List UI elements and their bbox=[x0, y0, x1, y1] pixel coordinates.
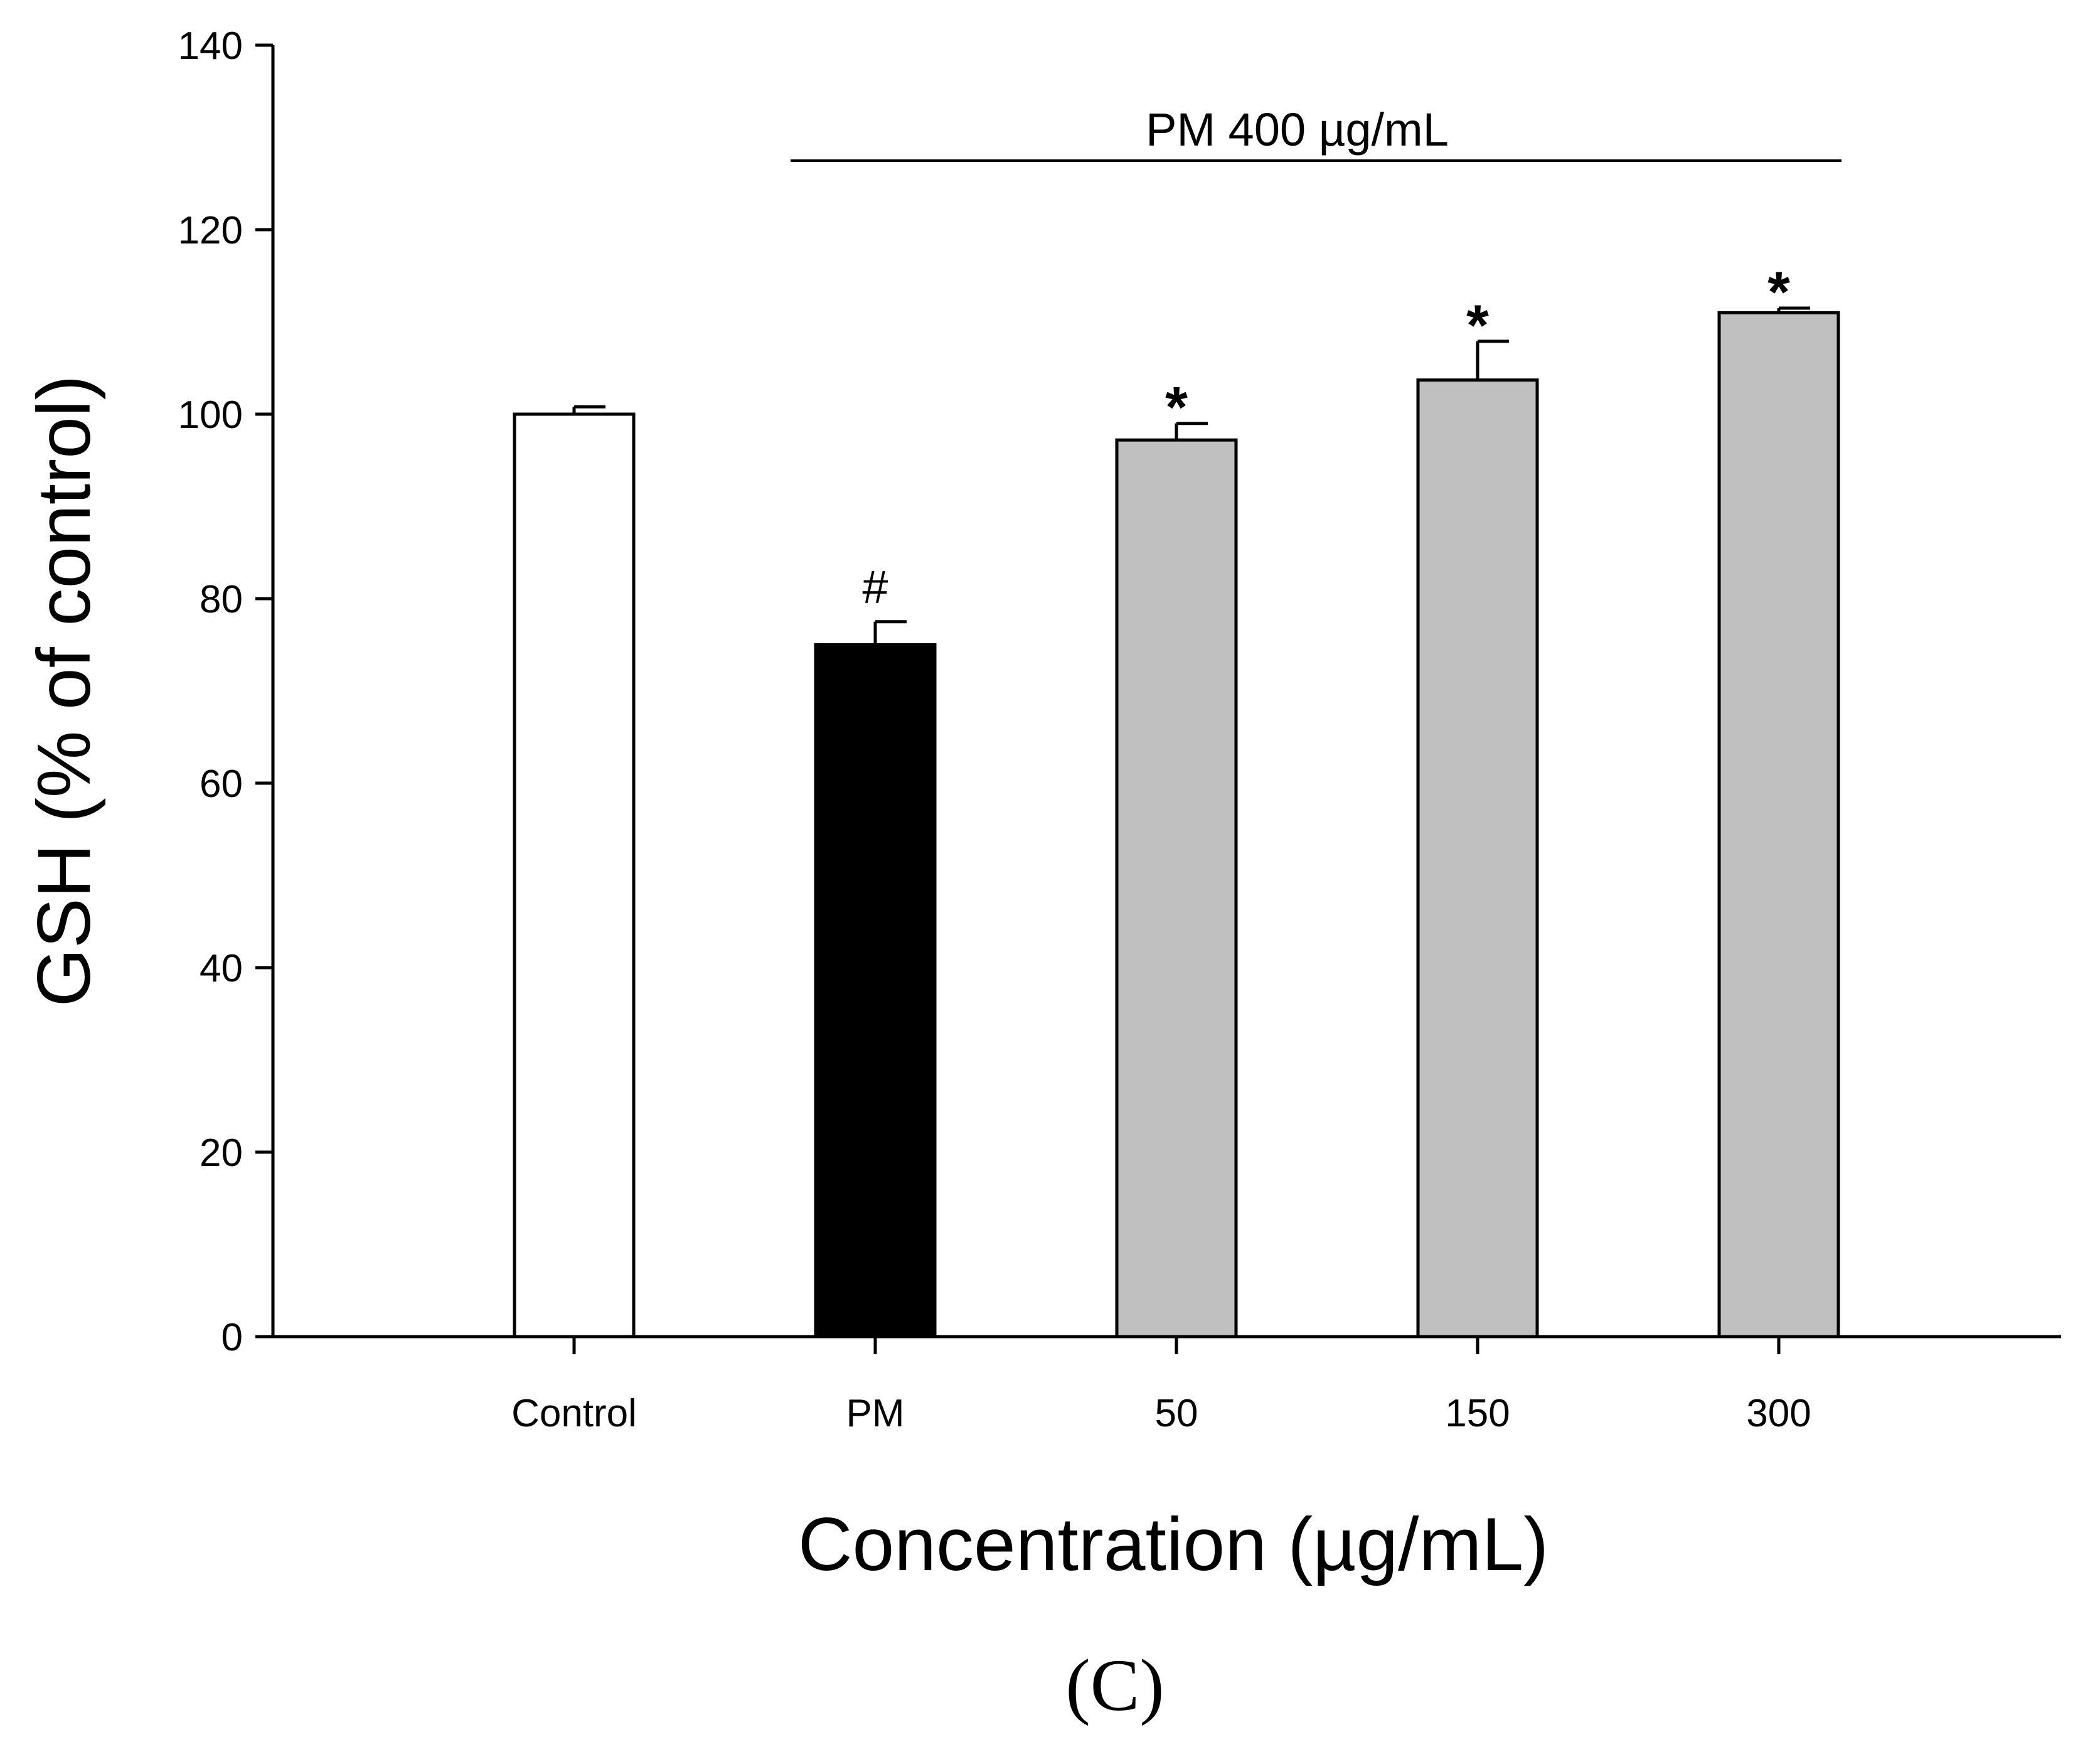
x-axis-title: Concentration (µg/mL) bbox=[798, 1502, 1548, 1586]
x-axis-ticks: Control PM 50 150 300 bbox=[511, 1337, 1811, 1435]
bar-PM bbox=[814, 643, 937, 1339]
significance-mark-50: * bbox=[1165, 376, 1188, 440]
panel-label: (C) bbox=[1065, 1644, 1164, 1726]
x-tick-label: 50 bbox=[1155, 1392, 1198, 1435]
pm-bracket-label: PM 400 µg/mL bbox=[1146, 104, 1449, 156]
y-tick-label: 0 bbox=[221, 1316, 243, 1359]
y-tick-label: 140 bbox=[178, 24, 243, 68]
y-axis-title: GSH (% of control) bbox=[22, 375, 106, 1007]
significance-mark-150: * bbox=[1466, 294, 1489, 358]
bar-150 bbox=[1416, 378, 1539, 1339]
x-tick-label: 150 bbox=[1445, 1392, 1510, 1435]
x-tick-label: PM bbox=[846, 1392, 905, 1435]
y-tick-label: 120 bbox=[178, 209, 243, 252]
y-axis-ticks: 0 20 40 60 80 100 120 140 bbox=[178, 24, 273, 1359]
y-tick-label: 80 bbox=[200, 578, 243, 621]
x-tick-label: Control bbox=[511, 1392, 637, 1435]
bar-300 bbox=[1717, 311, 1840, 1339]
significance-mark-PM: # bbox=[862, 561, 888, 613]
bar-Control bbox=[513, 412, 636, 1339]
y-tick-label: 20 bbox=[200, 1131, 243, 1175]
y-tick-label: 40 bbox=[200, 947, 243, 990]
y-tick-label: 60 bbox=[200, 762, 243, 806]
bars-group: # * * * bbox=[513, 260, 1840, 1339]
x-tick-label: 300 bbox=[1746, 1392, 1811, 1435]
bar-50 bbox=[1115, 438, 1238, 1339]
y-tick-label: 100 bbox=[178, 393, 243, 437]
significance-mark-300: * bbox=[1767, 260, 1790, 324]
